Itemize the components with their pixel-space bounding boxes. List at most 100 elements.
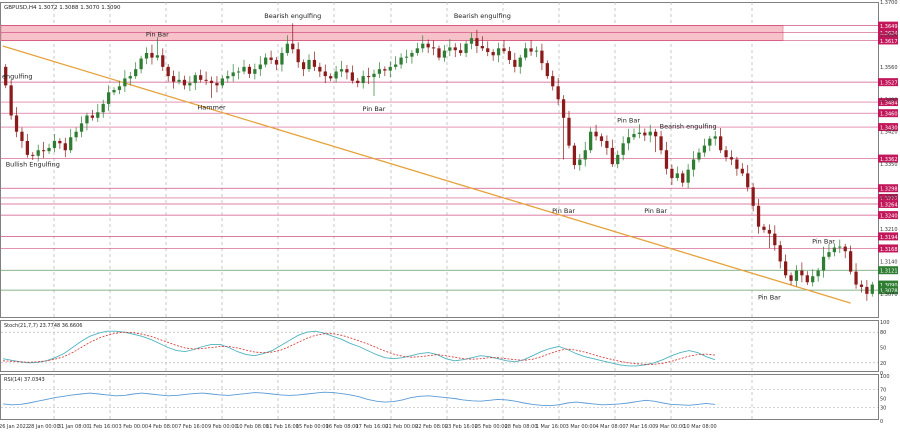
price-tick-label: 1.3630 (880, 32, 898, 38)
candle-body (204, 79, 208, 81)
candle-body (789, 275, 793, 281)
candle-body (773, 233, 777, 246)
candle-body (605, 140, 609, 148)
time-tick-label: 25 Feb 00:00 (475, 424, 508, 430)
candle-body (356, 80, 360, 84)
candle-body (502, 48, 506, 52)
price-label-box (878, 21, 898, 30)
candle-body (513, 59, 517, 67)
pattern-annotation: Pin Bar (758, 293, 781, 301)
candle-body (507, 51, 512, 60)
candle-body (431, 47, 436, 49)
candle-body (41, 150, 46, 152)
candle-body (821, 256, 826, 271)
price-label: 1.3078 (880, 289, 898, 295)
candle-body (404, 56, 409, 58)
stoch-tick-label: 80 (880, 330, 886, 336)
candle-body (31, 154, 35, 156)
candle-body (540, 50, 544, 64)
pattern-annotation: Bullish Engulfing (6, 160, 60, 168)
candle-body (713, 136, 717, 139)
candle-body (442, 50, 447, 58)
pattern-annotation: Pin Bar (552, 207, 575, 215)
candle-body (415, 48, 419, 53)
candle-body (79, 123, 84, 132)
candle-body (426, 43, 430, 48)
candle-body (637, 132, 642, 135)
candle-body (101, 103, 105, 113)
candle-body (334, 71, 338, 79)
candle-body (166, 66, 170, 77)
price-label: 1.3430 (880, 126, 898, 132)
candle-body (816, 270, 820, 277)
price-label: 1.3634 (880, 31, 898, 37)
candle-body (621, 143, 625, 155)
candle-body (350, 72, 354, 81)
candle-body (599, 136, 604, 141)
candle-body (155, 55, 159, 58)
candle-body (756, 205, 761, 227)
candle-body (258, 64, 262, 70)
price-tick-label: 1.3210 (880, 227, 898, 233)
price-label: 1.3362 (880, 157, 898, 163)
price-label: 1.3527 (880, 81, 898, 87)
candle-body (117, 86, 122, 91)
candle-body (20, 131, 24, 141)
price-label: 1.3298 (880, 187, 898, 193)
candle-body (870, 284, 874, 294)
pattern-annotation: Pin Bar (146, 31, 169, 39)
candle-body (480, 46, 484, 49)
price-label-box (878, 211, 898, 220)
candle-body (134, 69, 138, 77)
price-label-box (878, 123, 898, 132)
candle-body (345, 69, 349, 73)
candle-body (9, 85, 13, 116)
candle-body (681, 173, 685, 183)
time-tick-label: 10 Mar 08:00 (683, 424, 716, 430)
price-label: 1.3649 (880, 24, 898, 30)
candle-body (144, 52, 149, 59)
candle-body (459, 50, 463, 53)
candle-body (464, 43, 468, 53)
candle-body (670, 168, 674, 179)
candle-body (827, 252, 831, 257)
candle-body (626, 137, 631, 144)
candle-body (659, 136, 663, 151)
time-tick-label: 15 Feb 00:00 (296, 424, 329, 430)
candle-body (4, 66, 8, 86)
price-label-box (878, 266, 898, 275)
candle-body (161, 55, 165, 67)
price-label-box (878, 199, 898, 208)
trendline (2, 45, 851, 304)
candle-body (719, 136, 723, 151)
time-tick-label: 31 Jan 08:00 (58, 424, 90, 430)
candle-body (697, 152, 701, 160)
candle-body (90, 115, 94, 118)
candle-body (96, 112, 100, 118)
candle-body (805, 275, 809, 283)
candle-body (524, 48, 528, 58)
candle-body (675, 173, 679, 179)
candle-body (106, 92, 111, 104)
resistance-zone (0, 25, 784, 41)
time-tick-label: 1 Mar 16:00 (536, 424, 566, 430)
price-tick-label: 1.3280 (880, 195, 898, 201)
candle-body (242, 66, 246, 72)
candle-body (496, 48, 501, 56)
price-label: 1.3264 (880, 202, 898, 208)
price-label-box (878, 232, 898, 241)
pattern-annotation: Bearish engulfing (454, 12, 511, 20)
candle-body (518, 57, 522, 67)
candle-body (236, 71, 241, 73)
price-label: 1.3121 (880, 269, 898, 275)
candle-body (253, 69, 257, 74)
time-tick-label: 17 Feb 16:00 (356, 424, 389, 430)
price-tick-label: 1.3560 (880, 65, 898, 71)
rsi-pane-frame (0, 374, 879, 420)
pattern-annotation: Bearish engulfing (660, 122, 717, 130)
rsi-tick-label: 70 (880, 388, 886, 394)
candle-body (664, 150, 669, 169)
candle-body (691, 159, 696, 170)
candle-body (329, 76, 333, 79)
